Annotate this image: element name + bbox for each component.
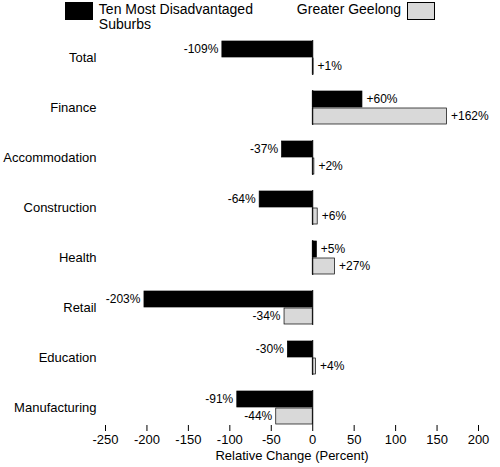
svg-text:150: 150 [426, 432, 448, 447]
svg-text:+162%: +162% [451, 109, 489, 123]
html-text:Ten Most Disadvantaged Suburbs: Ten Most Disadvantaged Suburbs [98, 1, 253, 32]
svg-text:-203%: -203% [106, 292, 141, 306]
svg-text:-109%: -109% [184, 42, 219, 56]
svg-text:-100: -100 [217, 432, 243, 447]
svg-text:+5%: +5% [321, 242, 346, 256]
svg-text:-64%: -64% [228, 192, 256, 206]
svg-text:+4%: +4% [320, 359, 345, 373]
svg-text:-250: -250 [92, 432, 118, 447]
html-text:Greater Geelong: Greater Geelong [296, 1, 402, 17]
svg-text:Health: Health [59, 250, 97, 265]
svg-text:Education: Education [39, 350, 97, 365]
svg-text:0: 0 [309, 432, 316, 447]
svg-text:-37%: -37% [250, 142, 278, 156]
svg-text:Total: Total [69, 50, 97, 65]
svg-text:-150: -150 [175, 432, 201, 447]
svg-text:-200: -200 [134, 432, 160, 447]
svg-text:+2%: +2% [318, 159, 343, 173]
svg-text:-50: -50 [262, 432, 281, 447]
svg-text:Relative Change (Percent): Relative Change (Percent) [215, 448, 368, 463]
svg-text:+6%: +6% [322, 209, 347, 223]
svg-text:+60%: +60% [366, 92, 397, 106]
svg-text:Construction: Construction [24, 200, 97, 215]
svg-text:200: 200 [468, 432, 490, 447]
svg-text:-91%: -91% [205, 392, 233, 406]
svg-text:Manufacturing: Manufacturing [14, 400, 96, 415]
svg-text:-34%: -34% [253, 309, 281, 323]
svg-text:+27%: +27% [339, 259, 370, 273]
svg-text:+1%: +1% [318, 59, 343, 73]
svg-text:Retail: Retail [63, 300, 96, 315]
svg-text:-30%: -30% [256, 342, 284, 356]
svg-text:Accommodation: Accommodation [3, 150, 96, 165]
svg-text:50: 50 [347, 432, 361, 447]
svg-text:-44%: -44% [244, 409, 272, 423]
svg-text:Finance: Finance [50, 100, 96, 115]
svg-text:100: 100 [385, 432, 407, 447]
